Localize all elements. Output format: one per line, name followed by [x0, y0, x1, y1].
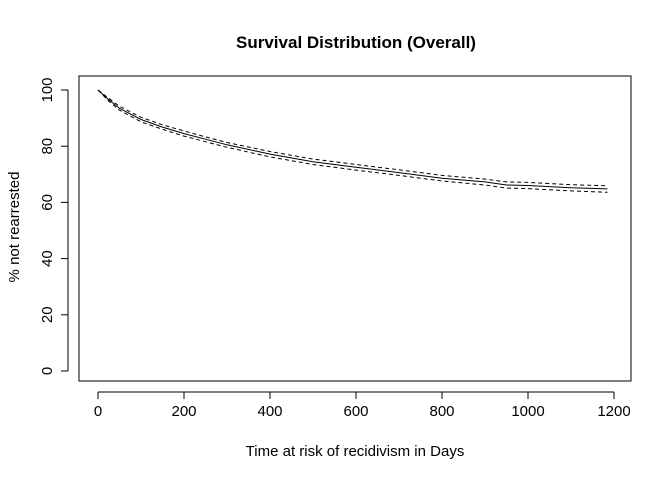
chart-title: Survival Distribution (Overall)	[236, 33, 476, 52]
y-tick-label: 100	[39, 77, 56, 102]
x-tick-label: 0	[94, 403, 102, 420]
x-tick-label: 800	[429, 403, 454, 420]
y-tick-label: 80	[39, 138, 56, 155]
x-tick-label: 1200	[597, 403, 630, 420]
series-layer	[97, 89, 608, 193]
x-axis-label: Time at risk of recidivism in Days	[246, 443, 465, 460]
confidence-band-line	[97, 89, 608, 187]
y-axis-label: % not rearrested	[6, 172, 23, 283]
x-tick-label: 400	[257, 403, 282, 420]
plot-frame	[78, 75, 632, 382]
axes: 0 200 400 600 800 1000 1200 0 20 40 60 80 100	[39, 77, 631, 420]
y-tick-label: 20	[39, 306, 56, 323]
y-tick-label: 40	[39, 250, 56, 267]
confidence-band-line	[97, 89, 608, 193]
y-tick-label: 60	[39, 194, 56, 211]
y-tick-label: 0	[39, 367, 56, 375]
x-tick-label: 200	[171, 403, 196, 420]
survival-curve-line	[97, 89, 608, 190]
x-tick-label: 1000	[511, 403, 544, 420]
x-tick-label: 600	[343, 403, 368, 420]
